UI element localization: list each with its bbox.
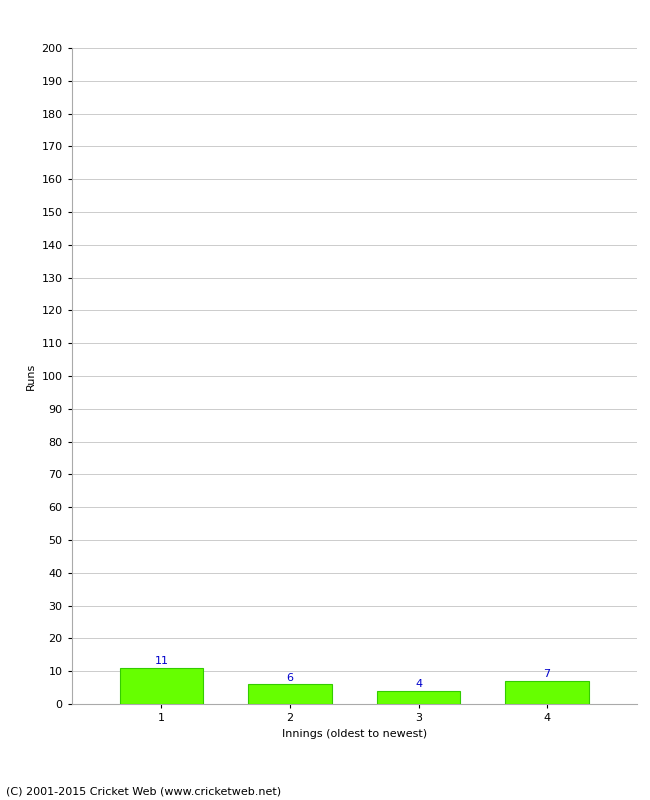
Bar: [505, 681, 589, 704]
Y-axis label: Runs: Runs: [26, 362, 36, 390]
Text: 11: 11: [155, 656, 168, 666]
X-axis label: Innings (oldest to newest): Innings (oldest to newest): [281, 729, 427, 738]
Bar: [120, 668, 203, 704]
Text: (C) 2001-2015 Cricket Web (www.cricketweb.net): (C) 2001-2015 Cricket Web (www.cricketwe…: [6, 786, 281, 796]
Text: 7: 7: [543, 670, 551, 679]
Bar: [377, 691, 460, 704]
Text: 6: 6: [287, 673, 294, 682]
Text: 4: 4: [415, 679, 422, 690]
Bar: [248, 684, 332, 704]
